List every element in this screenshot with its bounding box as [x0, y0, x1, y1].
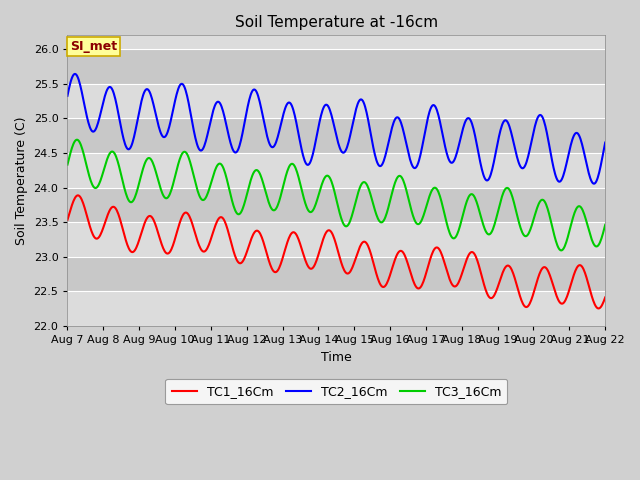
TC3_16Cm — [212, 165, 220, 170]
TC2_16Cm — [590, 181, 598, 187]
Line: TC2_16Cm: TC2_16Cm — [67, 74, 605, 184]
TC1_16Cm — [212, 220, 220, 226]
Line: TC1_16Cm: TC1_16Cm — [67, 195, 605, 309]
TC3_16Cm — [74, 137, 81, 143]
Legend: TC1_16Cm, TC2_16Cm, TC3_16Cm: TC1_16Cm, TC2_16Cm, TC3_16Cm — [165, 379, 508, 404]
TC2_16Cm — [71, 71, 79, 77]
TC3_16Cm — [63, 162, 71, 168]
TC2_16Cm — [184, 96, 192, 102]
Bar — [67, 222, 605, 257]
TC2_16Cm — [418, 145, 426, 151]
Y-axis label: Soil Temperature (C): Soil Temperature (C) — [15, 117, 28, 245]
TC3_16Cm — [184, 153, 192, 158]
TC3_16Cm — [557, 248, 565, 253]
Line: TC3_16Cm: TC3_16Cm — [67, 140, 605, 251]
TC1_16Cm — [418, 282, 426, 288]
Bar — [67, 291, 605, 326]
TC3_16Cm — [74, 137, 82, 143]
TC1_16Cm — [129, 249, 137, 255]
TC3_16Cm — [418, 216, 426, 222]
Bar — [67, 153, 605, 188]
TC1_16Cm — [74, 192, 81, 198]
TC1_16Cm — [595, 306, 602, 312]
TC2_16Cm — [212, 100, 220, 106]
TC1_16Cm — [63, 217, 71, 223]
TC3_16Cm — [602, 222, 609, 228]
TC3_16Cm — [403, 187, 410, 193]
TC2_16Cm — [403, 141, 410, 146]
TC1_16Cm — [74, 192, 82, 198]
TC3_16Cm — [129, 198, 137, 204]
X-axis label: Time: Time — [321, 351, 352, 364]
TC1_16Cm — [184, 211, 192, 216]
TC2_16Cm — [63, 93, 71, 99]
TC2_16Cm — [74, 75, 82, 81]
Title: Soil Temperature at -16cm: Soil Temperature at -16cm — [235, 15, 438, 30]
TC2_16Cm — [602, 140, 609, 145]
Bar — [67, 188, 605, 222]
Text: SI_met: SI_met — [70, 40, 117, 53]
TC2_16Cm — [129, 137, 137, 143]
Bar — [67, 84, 605, 119]
Bar — [67, 49, 605, 84]
Bar — [67, 119, 605, 153]
Bar — [67, 257, 605, 291]
TC1_16Cm — [602, 295, 609, 300]
TC1_16Cm — [403, 256, 410, 262]
